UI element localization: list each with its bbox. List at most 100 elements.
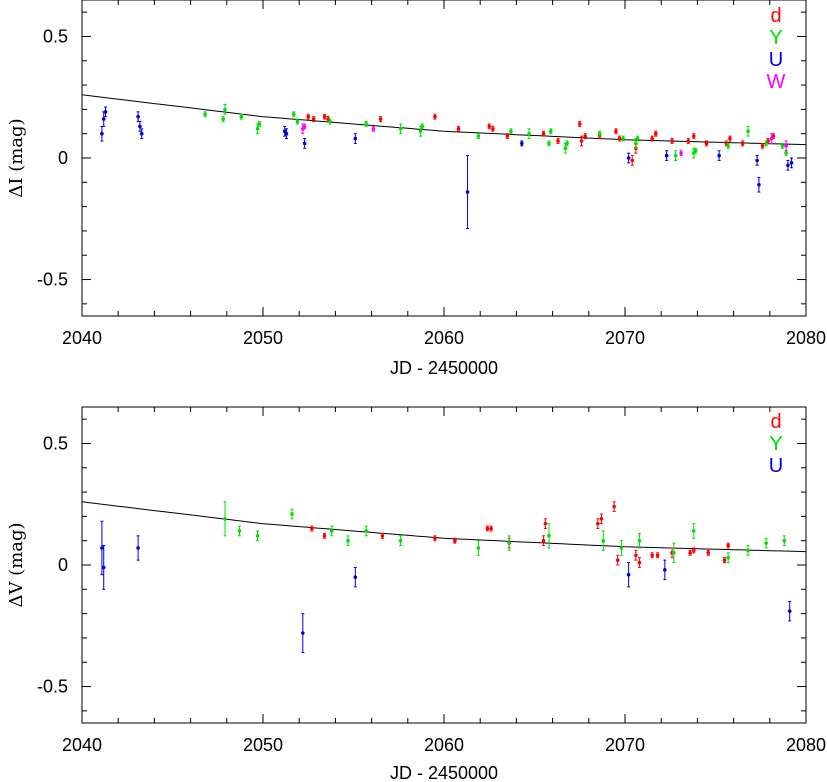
data-point-y bbox=[223, 517, 227, 521]
data-point-d bbox=[615, 558, 620, 562]
fit-line bbox=[81, 501, 807, 553]
x-tick-label: 2060 bbox=[424, 328, 464, 348]
x-tick-label: 2050 bbox=[243, 735, 283, 755]
legend-entry-u: U bbox=[769, 455, 783, 477]
legend-entry-d: d bbox=[770, 411, 781, 433]
data-point-d bbox=[310, 526, 314, 531]
data-point-y bbox=[635, 136, 640, 141]
data-point-y bbox=[509, 129, 513, 134]
plot-frame-delta-v bbox=[81, 406, 807, 724]
data-point-d bbox=[505, 134, 510, 138]
data-point-y bbox=[476, 134, 481, 138]
y-tick-label: 0.5 bbox=[43, 433, 68, 453]
legend-entry-d: d bbox=[770, 5, 781, 27]
data-point-d bbox=[556, 139, 560, 143]
data-marks-delta-v bbox=[100, 501, 792, 654]
data-point-u bbox=[626, 156, 631, 160]
data-point-y bbox=[255, 534, 260, 538]
data-point-d bbox=[541, 131, 546, 136]
data-point-y bbox=[221, 117, 225, 121]
data-point-d bbox=[637, 560, 642, 565]
data-point-u bbox=[757, 182, 761, 187]
data-point-y bbox=[295, 119, 300, 124]
data-point-u bbox=[100, 546, 104, 550]
y-tick-label: 0 bbox=[58, 148, 68, 168]
data-point-d bbox=[691, 548, 696, 553]
x-tick-label: 2060 bbox=[424, 735, 464, 755]
data-point-y bbox=[257, 122, 262, 126]
data-point-u bbox=[353, 575, 358, 579]
data-point-y bbox=[398, 538, 403, 543]
data-point-y bbox=[619, 546, 624, 550]
data-point-y bbox=[418, 129, 423, 134]
data-point-d bbox=[485, 526, 490, 531]
data-point-y bbox=[637, 538, 642, 543]
data-point-y bbox=[764, 141, 768, 146]
fit-line-group-delta-v bbox=[81, 501, 807, 553]
data-point-y bbox=[693, 148, 698, 153]
data-point-d bbox=[378, 117, 383, 121]
data-point-u bbox=[138, 124, 142, 129]
data-point-d bbox=[487, 124, 492, 129]
data-point-u bbox=[302, 141, 307, 146]
data-point-u bbox=[284, 131, 289, 136]
data-point-d bbox=[491, 127, 495, 131]
legend-delta-v: dYU bbox=[769, 411, 783, 477]
data-point-d bbox=[722, 558, 727, 562]
data-point-d bbox=[760, 144, 765, 148]
data-point-w bbox=[371, 127, 376, 131]
data-point-d bbox=[686, 139, 691, 143]
x-tick-label: 2070 bbox=[605, 328, 645, 348]
data-point-y bbox=[547, 141, 551, 146]
data-point-d bbox=[653, 131, 658, 136]
data-point-u bbox=[717, 153, 721, 158]
data-point-u bbox=[136, 114, 140, 119]
data-point-d bbox=[740, 141, 745, 146]
x-tick-label: 2080 bbox=[786, 328, 826, 348]
data-point-d bbox=[322, 534, 327, 538]
data-point-w bbox=[679, 151, 683, 155]
data-point-d bbox=[650, 136, 654, 141]
fit-line bbox=[81, 94, 807, 146]
data-point-y bbox=[565, 141, 569, 146]
data-point-d bbox=[456, 127, 461, 131]
data-point-d bbox=[489, 526, 493, 531]
plot-frame-delta-i bbox=[81, 0, 807, 317]
data-point-y bbox=[364, 529, 368, 533]
y-tick-label: 0 bbox=[58, 555, 68, 575]
data-point-d bbox=[704, 141, 709, 146]
data-point-y bbox=[223, 107, 227, 112]
data-point-u bbox=[520, 141, 524, 146]
data-point-w bbox=[769, 136, 774, 141]
y-tick-label: -0.5 bbox=[37, 270, 68, 290]
data-point-d bbox=[433, 536, 437, 541]
data-point-y bbox=[597, 131, 602, 136]
data-point-y bbox=[746, 129, 750, 134]
data-point-d bbox=[728, 136, 732, 141]
data-point-u bbox=[786, 163, 790, 168]
data-point-y bbox=[507, 541, 511, 545]
data-point-d bbox=[670, 139, 674, 143]
data-point-y bbox=[290, 512, 294, 516]
data-point-d bbox=[691, 134, 696, 138]
data-point-d bbox=[655, 553, 660, 558]
x-tick-label: 2040 bbox=[62, 735, 102, 755]
axis-ticks-delta-i: 2040 2050 2060 2070 2080 0.5 0 -0.5 bbox=[37, 0, 826, 348]
axis-ticks-delta-v: 2040 2050 2060 2070 2080 0.5 0 -0.5 bbox=[37, 407, 826, 755]
data-point-d bbox=[543, 521, 548, 526]
data-point-u bbox=[663, 568, 667, 572]
data-point-y bbox=[398, 127, 403, 131]
data-point-y bbox=[672, 551, 676, 555]
data-point-d bbox=[596, 521, 600, 526]
data-point-y bbox=[203, 112, 207, 117]
x-tick-label: 2050 bbox=[243, 328, 283, 348]
data-point-u bbox=[353, 136, 358, 141]
data-point-y bbox=[291, 112, 296, 117]
data-point-d bbox=[433, 114, 437, 119]
data-point-u bbox=[787, 609, 792, 613]
data-point-u bbox=[139, 131, 144, 136]
y-axis-title-delta-v: ΔV (mag) bbox=[6, 522, 27, 607]
data-point-y bbox=[691, 529, 696, 533]
x-tick-label: 2040 bbox=[62, 328, 102, 348]
data-point-d bbox=[322, 114, 327, 119]
